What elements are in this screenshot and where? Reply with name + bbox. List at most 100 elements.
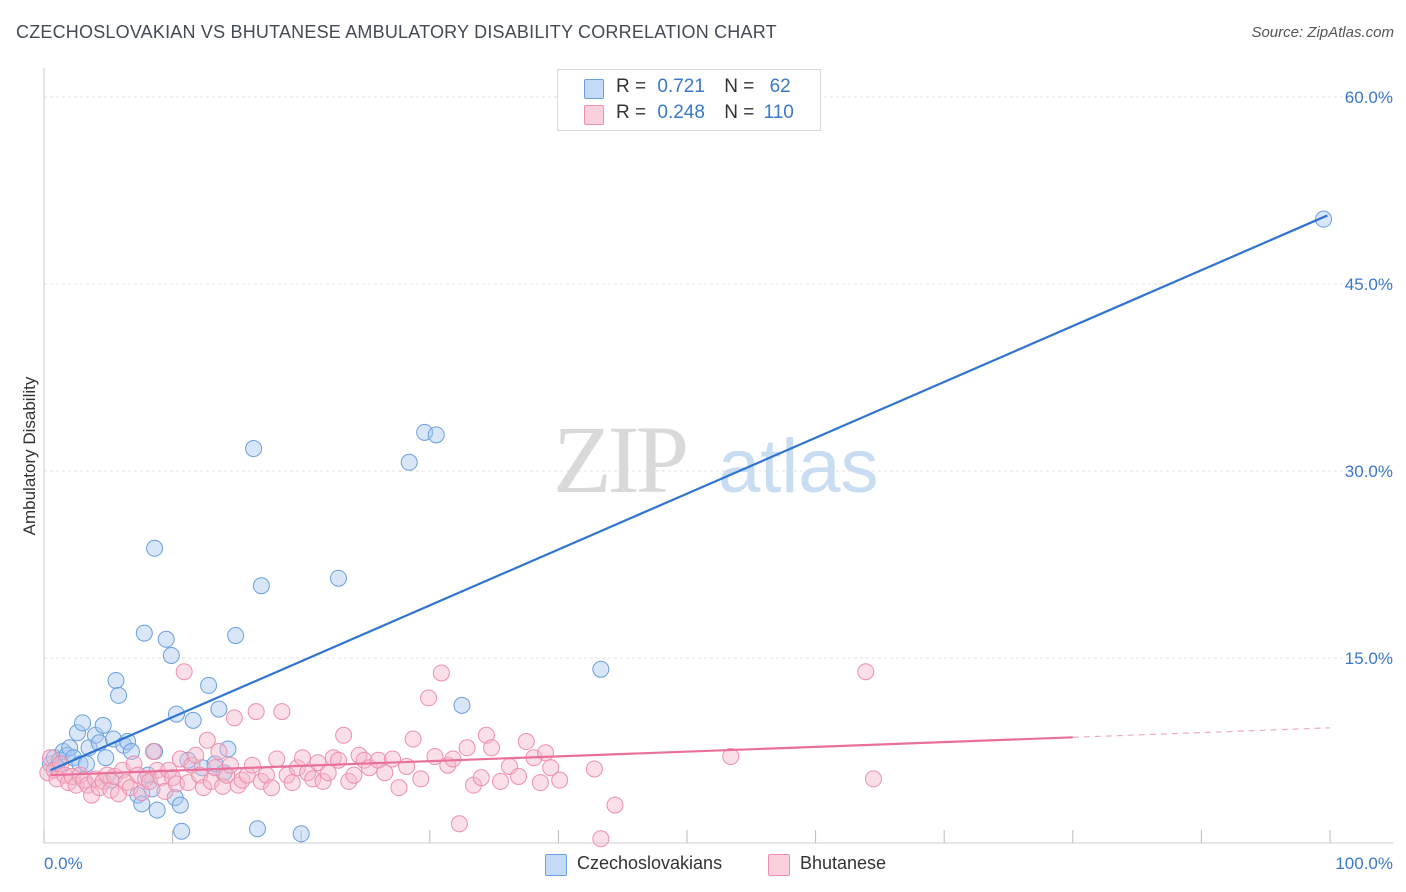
series-bhutanese — [39, 663, 882, 848]
data-point — [551, 771, 569, 789]
source-label: Source: ZipAtlas.com — [1251, 24, 1394, 41]
data-point — [492, 772, 510, 790]
data-point — [68, 724, 86, 742]
y-axis-label: Ambulatory Disability — [20, 376, 39, 535]
data-point — [173, 822, 191, 840]
chart-title: CZECHOSLOVAKIAN VS BHUTANESE AMBULATORY … — [16, 22, 777, 42]
data-point — [592, 660, 610, 678]
data-point — [335, 726, 353, 744]
stats-r-label: R = — [616, 76, 652, 97]
stats-n-value: 62 — [769, 76, 791, 97]
stats-r-value: 0.248 — [657, 102, 705, 123]
data-point — [102, 781, 120, 799]
data-point — [107, 671, 125, 689]
data-point — [144, 743, 162, 760]
data-point — [293, 749, 311, 767]
data-point — [864, 770, 882, 788]
data-point — [227, 627, 245, 645]
data-point — [187, 746, 205, 764]
data-point — [450, 815, 468, 833]
trend-line-dashed-1 — [1072, 727, 1331, 738]
data-point — [592, 830, 610, 848]
data-point — [537, 744, 555, 762]
data-point — [252, 577, 270, 595]
data-point — [248, 820, 266, 838]
data-point — [184, 711, 202, 729]
data-point — [314, 772, 332, 790]
legend-swatch-bhutanese — [768, 854, 790, 876]
data-point — [97, 749, 115, 767]
x-tick-label: 0.0% — [44, 854, 83, 873]
watermark: ZIP atlas — [553, 406, 879, 513]
data-point — [1315, 210, 1333, 228]
data-point — [292, 825, 310, 843]
data-point — [210, 700, 228, 718]
data-point — [122, 743, 140, 760]
data-point — [458, 739, 476, 757]
data-point — [200, 676, 218, 694]
watermark-zip: ZIP — [553, 406, 686, 513]
data-point — [453, 696, 471, 714]
data-point — [412, 770, 430, 788]
stats-swatch-bhutanese — [584, 105, 604, 125]
data-point — [384, 750, 402, 768]
grid-lines — [44, 96, 1393, 659]
legend-label-bhutanese: Bhutanese — [800, 853, 887, 873]
watermark-atlas: atlas — [718, 424, 879, 509]
data-point — [171, 796, 189, 814]
y-tick-label: 45.0% — [1345, 275, 1393, 294]
y-tick-label: 60.0% — [1345, 88, 1393, 107]
stats-n-value: 110 — [763, 102, 794, 123]
data-point — [857, 663, 875, 681]
data-point — [288, 759, 306, 777]
data-point — [198, 731, 216, 749]
trend-lines — [49, 214, 1331, 777]
data-point — [483, 739, 501, 757]
data-point — [175, 663, 193, 681]
x-tick-labels: 0.0% 100.0% — [44, 854, 1393, 873]
trend-line-0 — [49, 214, 1328, 772]
data-point — [247, 703, 265, 721]
stats-r-label: R = — [616, 102, 652, 123]
data-point — [531, 774, 549, 792]
y-tick-label: 15.0% — [1345, 649, 1393, 668]
data-point — [74, 714, 92, 732]
data-point — [304, 770, 322, 788]
data-point — [420, 689, 438, 707]
data-point — [585, 760, 603, 778]
data-point — [210, 743, 228, 760]
series-czechoslovakians — [41, 210, 1333, 843]
data-point — [157, 630, 175, 648]
data-point — [427, 426, 445, 444]
axes — [43, 68, 1393, 844]
data-point — [400, 453, 418, 471]
data-point — [148, 801, 166, 819]
stats-n-label: N = — [724, 76, 760, 97]
data-point — [309, 754, 327, 772]
data-point — [376, 764, 394, 782]
data-point — [110, 686, 128, 704]
data-point — [517, 733, 535, 751]
data-point — [404, 730, 422, 748]
stats-legend: R = 0.721 N = 62 R = 0.248 N = 110 — [557, 69, 821, 131]
data-point — [329, 569, 347, 587]
data-point — [432, 664, 450, 682]
data-point — [268, 750, 286, 768]
y-tick-labels: 15.0% 30.0% 45.0% 60.0% — [1345, 88, 1393, 668]
x-tick-label: 100.0% — [1335, 854, 1393, 873]
data-point — [606, 796, 624, 814]
trend-line-1 — [50, 736, 1073, 777]
data-point — [243, 756, 261, 774]
y-tick-label: 30.0% — [1345, 462, 1393, 481]
data-point — [225, 709, 243, 727]
data-point — [542, 759, 560, 777]
data-point — [146, 539, 164, 557]
data-point — [218, 766, 236, 784]
stats-r-value: 0.721 — [657, 76, 705, 97]
data-point — [510, 767, 528, 785]
data-point — [273, 703, 291, 721]
data-point — [477, 726, 495, 744]
data-point — [233, 771, 251, 789]
data-point — [221, 756, 239, 774]
